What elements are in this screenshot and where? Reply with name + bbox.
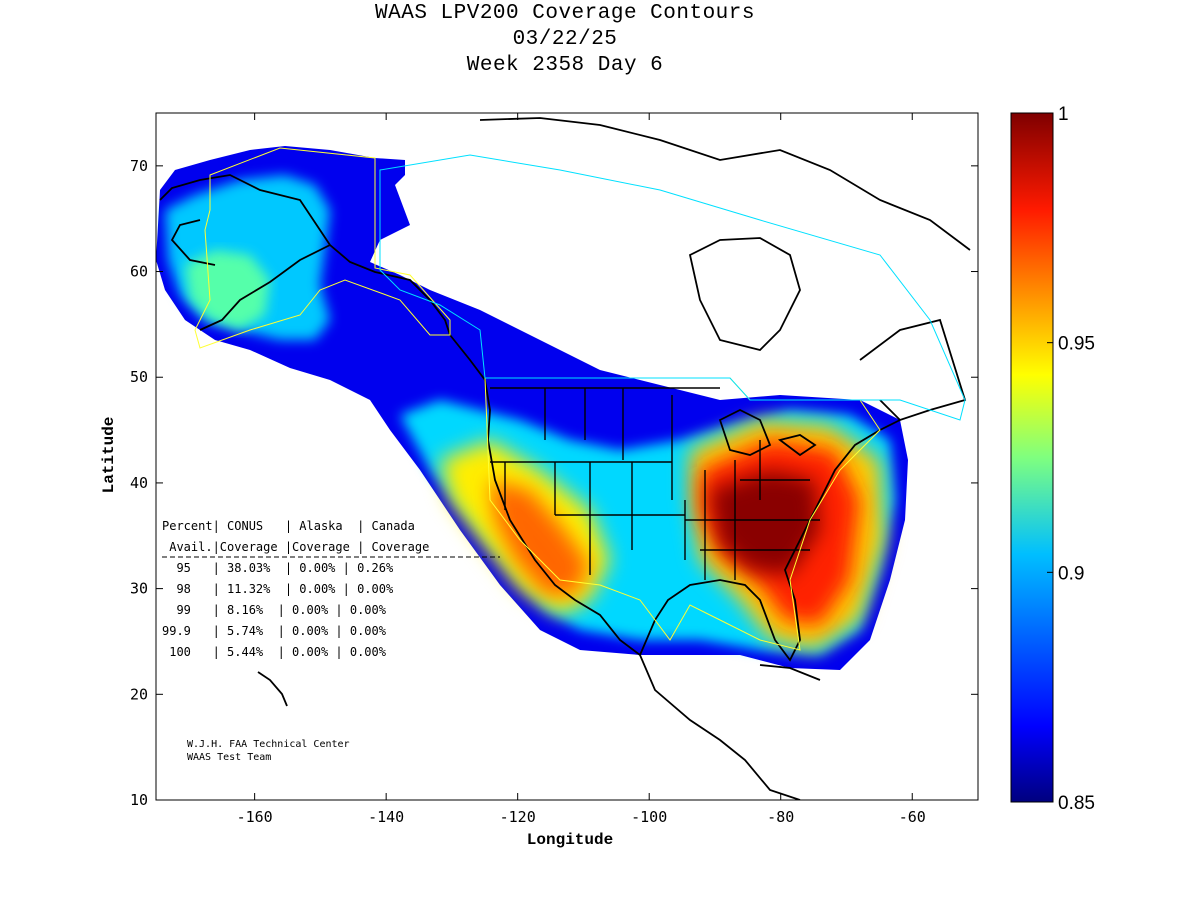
table-row: 99 | 8.16% | 0.00% | 0.00%: [162, 603, 387, 617]
y-tick-label: 70: [130, 157, 148, 175]
coverage-region-west-hot: [490, 480, 590, 595]
central-america-coast: [639, 654, 801, 800]
coverage-stats-table: Percent| CONUS | Alaska | Canada Avail.|…: [162, 519, 500, 659]
x-tick-label: -60: [899, 808, 926, 826]
alaska-coast: [159, 174, 451, 336]
table-row: 100 | 5.44% | 0.00% | 0.00%: [162, 645, 387, 659]
coverage-region-alaska-core: [185, 250, 270, 330]
table-row: 98 | 11.32% | 0.00% | 0.00%: [162, 582, 394, 596]
credit-line-2: WAAS Test Team: [187, 752, 271, 763]
x-tick-label: -120: [500, 808, 536, 826]
great-lakes: [718, 408, 817, 457]
alaska-service-volume: [194, 147, 451, 349]
colorbar-ticks: 1 0.95 0.9 0.85: [1047, 104, 1095, 814]
chart-week-day: Week 2358 Day 6: [466, 54, 664, 77]
colorbar-tick-label: 0.85: [1058, 793, 1095, 814]
colorbar-tick-label: 0.9: [1058, 563, 1084, 584]
x-tick-label: -160: [237, 808, 273, 826]
table-row: 99.9 | 5.74% | 0.00% | 0.00%: [162, 624, 387, 638]
x-tick-label: -140: [368, 808, 404, 826]
chart-title: WAAS LPV200 Coverage Contours: [375, 2, 755, 25]
y-tick-label: 40: [130, 474, 148, 492]
chart-date: 03/22/25: [512, 28, 618, 51]
y-tick-label: 30: [130, 580, 148, 598]
table-header-2: Avail.|Coverage |Coverage | Coverage: [162, 540, 429, 554]
colorbar-tick-label: 1: [1058, 104, 1069, 125]
credit-line-1: W.J.H. FAA Technical Center: [187, 739, 350, 750]
y-axis-label: Latitude: [100, 417, 118, 494]
x-axis-ticks: -160 -140 -120 -100 -80 -60: [237, 113, 926, 826]
y-tick-label: 50: [130, 368, 148, 386]
canada-service-volume: [379, 154, 966, 421]
gulf-coast: [639, 419, 901, 662]
y-tick-label: 10: [130, 791, 148, 809]
y-axis-ticks: 70 60 50 40 30 20 10: [130, 157, 978, 809]
table-row: 95 | 38.03% | 0.00% | 0.26%: [162, 561, 394, 575]
x-axis-label: Longitude: [527, 831, 613, 849]
x-tick-label: -100: [631, 808, 667, 826]
state-boundaries: [490, 387, 820, 580]
hawaii: [257, 671, 288, 707]
colorbar-tick-label: 0.95: [1058, 334, 1095, 355]
coverage-region-east-max: [710, 470, 820, 575]
table-header-1: Percent| CONUS | Alaska | Canada: [162, 519, 415, 533]
canada-arctic-coast: [479, 117, 971, 251]
colorbar: [1010, 112, 1054, 803]
plot-frame: [155, 112, 979, 801]
coverage-contours: [156, 117, 971, 800]
y-tick-label: 60: [130, 263, 148, 281]
hudson-bay-coast: [688, 237, 801, 351]
cuba: [759, 664, 821, 681]
y-tick-label: 20: [130, 685, 148, 703]
service-volume-boundaries: [194, 147, 966, 651]
x-tick-label: -80: [767, 808, 794, 826]
